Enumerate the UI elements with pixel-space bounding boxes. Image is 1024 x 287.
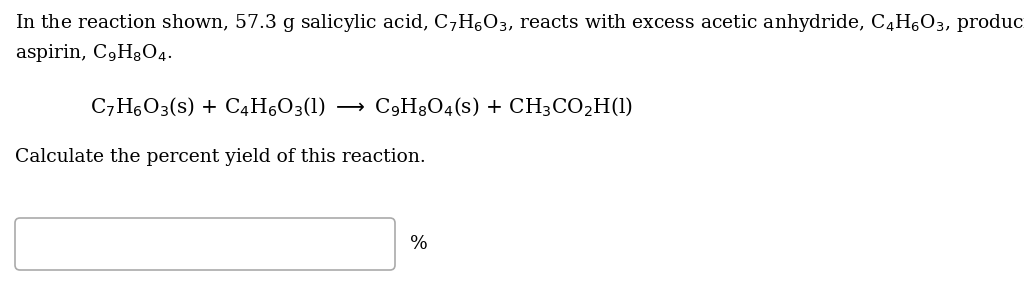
FancyBboxPatch shape — [15, 218, 395, 270]
Text: C$_7$H$_6$O$_3$(s) + C$_4$H$_6$O$_3$(l) $\longrightarrow$ C$_9$H$_8$O$_4$(s) + C: C$_7$H$_6$O$_3$(s) + C$_4$H$_6$O$_3$(l) … — [90, 95, 633, 118]
Text: aspirin, C$_9$H$_8$O$_4$.: aspirin, C$_9$H$_8$O$_4$. — [15, 42, 172, 64]
Text: In the reaction shown, 57.3 g salicylic acid, C$_7$H$_6$O$_3$, reacts with exces: In the reaction shown, 57.3 g salicylic … — [15, 12, 1024, 34]
Text: Calculate the percent yield of this reaction.: Calculate the percent yield of this reac… — [15, 148, 426, 166]
Text: %: % — [410, 235, 428, 253]
